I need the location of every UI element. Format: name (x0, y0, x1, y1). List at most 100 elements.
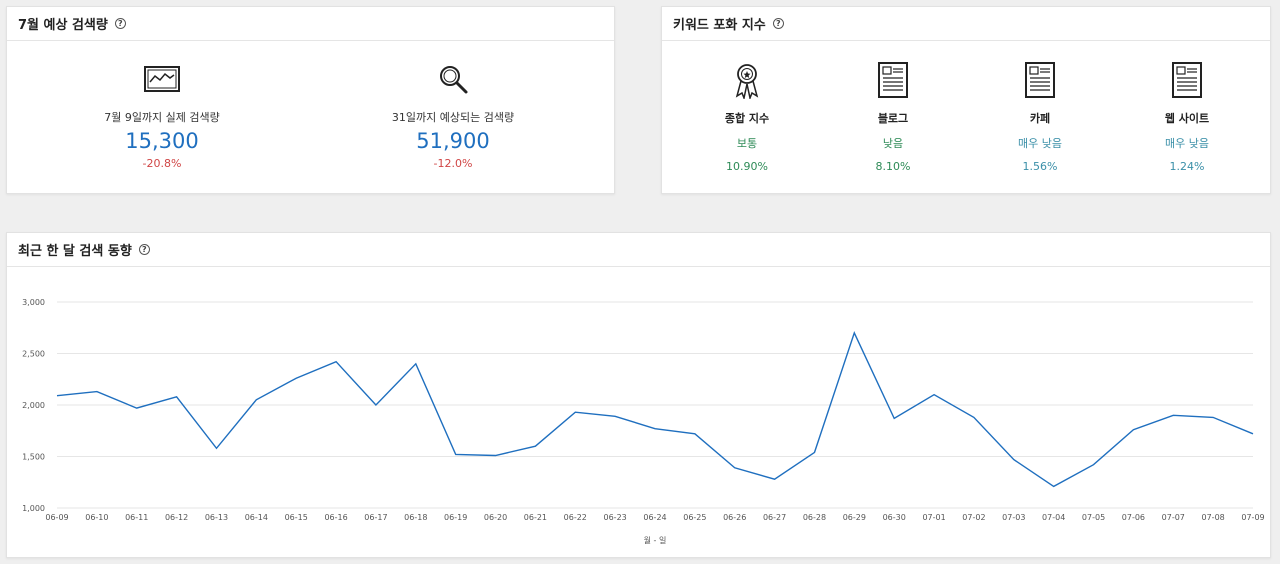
x-tick-label: 06-22 (564, 513, 587, 522)
data-point[interactable] (135, 406, 139, 410)
trend-line-chart: 1,000 1,500 2,000 2,500 3,000 06-09 06-10 06-1… (22, 298, 1265, 545)
x-tick-label: 06-15 (285, 513, 308, 522)
data-point[interactable] (254, 398, 258, 402)
data-point[interactable] (334, 360, 338, 364)
saturation-percent-blog: 8.10% (875, 160, 911, 173)
line-chart-icon (144, 66, 180, 92)
expected-volume-metric: 31일까지 예상되는 검색량 51,900 -12.0% (353, 41, 553, 170)
x-tick-label: 07-01 (922, 513, 945, 522)
expected-volume-label: 31일까지 예상되는 검색량 (391, 111, 515, 124)
x-tick-label: 06-30 (883, 513, 906, 522)
saturation-percent-overall: 10.90% (726, 160, 768, 173)
data-point[interactable] (1131, 428, 1135, 432)
data-point[interactable] (613, 414, 617, 418)
x-tick-label: 07-03 (1002, 513, 1025, 522)
actual-volume-label: 7월 9일까지 실제 검색량 (104, 111, 220, 124)
help-icon[interactable]: ? (114, 18, 126, 29)
x-tick-label: 06-25 (683, 513, 706, 522)
data-point[interactable] (533, 444, 537, 448)
saturation-title: 키워드 포화 지수 (673, 18, 766, 33)
expected-volume-change: -12.0% (433, 157, 473, 170)
x-tick-label: 06-19 (444, 513, 467, 522)
data-point[interactable] (55, 394, 59, 398)
data-point[interactable] (214, 446, 218, 450)
saturation-item-cafe: 카페 매우 낮음 1.56% (975, 41, 1105, 173)
data-point[interactable] (1012, 458, 1016, 462)
x-tick-label: 06-10 (85, 513, 108, 522)
document-icon (1172, 62, 1202, 98)
x-axis-label: 월 - 일 (644, 535, 667, 545)
saturation-label-blog: 블로그 (877, 112, 909, 125)
data-point[interactable] (294, 376, 298, 380)
x-tick-label: 06-09 (45, 513, 68, 522)
x-tick-label: 06-21 (524, 513, 547, 522)
saturation-level-blog: 낮음 (882, 137, 904, 150)
data-point[interactable] (573, 410, 577, 414)
trend-header: 최근 한 달 검색 동향 ? (7, 233, 1270, 267)
actual-volume-metric: 7월 9일까지 실제 검색량 15,300 -20.8% (62, 41, 262, 170)
data-point[interactable] (932, 393, 936, 397)
data-point[interactable] (852, 331, 856, 335)
data-point[interactable] (972, 415, 976, 419)
data-point[interactable] (892, 416, 896, 420)
saturation-header: 키워드 포화 지수 ? (662, 7, 1270, 41)
actual-volume-change: -20.8% (142, 157, 182, 170)
x-tick-label: 06-11 (125, 513, 148, 522)
data-point[interactable] (175, 395, 179, 399)
award-ribbon-icon (735, 64, 759, 99)
x-tick-label: 06-17 (364, 513, 387, 522)
x-tick-label: 07-07 (1162, 513, 1185, 522)
data-point[interactable] (1251, 432, 1255, 436)
help-icon[interactable]: ? (772, 18, 784, 29)
x-tick-label: 06-18 (404, 513, 427, 522)
x-tick-label: 06-27 (763, 513, 786, 522)
data-point[interactable] (494, 453, 498, 457)
x-tick-label: 06-16 (324, 513, 347, 522)
data-point[interactable] (454, 452, 458, 456)
saturation-label-overall: 종합 지수 (724, 112, 770, 125)
x-tick-label: 06-24 (643, 513, 666, 522)
x-tick-label: 06-13 (205, 513, 228, 522)
y-tick-label: 2,000 (22, 401, 45, 410)
data-point[interactable] (1052, 484, 1056, 488)
y-tick-label: 2,500 (22, 350, 45, 359)
saturation-label-cafe: 카페 (1029, 112, 1051, 125)
x-tick-label: 07-09 (1241, 513, 1264, 522)
saturation-label-website: 웹 사이트 (1164, 112, 1210, 125)
data-point[interactable] (95, 390, 99, 394)
saturation-item-blog: 블로그 낮음 8.10% (828, 41, 958, 173)
data-point[interactable] (812, 450, 816, 454)
x-tick-label: 06-26 (723, 513, 746, 522)
x-tick-label: 07-05 (1082, 513, 1105, 522)
x-tick-label: 07-04 (1042, 513, 1065, 522)
data-point[interactable] (1211, 415, 1215, 419)
saturation-percent-cafe: 1.56% (1022, 160, 1058, 173)
x-tick-label: 06-12 (165, 513, 188, 522)
data-point[interactable] (414, 362, 418, 366)
data-point[interactable] (733, 466, 737, 470)
data-point[interactable] (693, 432, 697, 436)
saturation-level-overall: 보통 (736, 137, 758, 150)
data-point[interactable] (773, 477, 777, 481)
saturation-item-overall: 종합 지수 보통 10.90% (682, 41, 812, 173)
forecast-card: 7월 예상 검색량 ? 7월 9일까지 실제 검색량 15,300 -20.8%… (6, 6, 615, 194)
saturation-percent-website: 1.24% (1169, 160, 1205, 173)
data-point[interactable] (653, 427, 657, 431)
trend-title: 최근 한 달 검색 동향 (18, 244, 132, 259)
document-icon (878, 62, 908, 98)
saturation-level-website: 매우 낮음 (1165, 137, 1209, 150)
x-tick-label: 06-23 (604, 513, 627, 522)
x-tick-label: 07-08 (1202, 513, 1225, 522)
data-point[interactable] (374, 403, 378, 407)
x-tick-label: 06-20 (484, 513, 507, 522)
forecast-title: 7월 예상 검색량 (18, 18, 108, 33)
x-tick-label: 06-29 (843, 513, 866, 522)
series-line (56, 331, 1254, 488)
help-icon[interactable]: ? (138, 244, 150, 255)
y-tick-label: 1,000 (22, 504, 45, 513)
y-tick-label: 3,000 (22, 298, 45, 307)
forecast-header: 7월 예상 검색량 ? (7, 7, 614, 41)
data-point[interactable] (1171, 413, 1175, 417)
data-point[interactable] (1092, 463, 1096, 467)
magnifier-icon (440, 66, 468, 94)
